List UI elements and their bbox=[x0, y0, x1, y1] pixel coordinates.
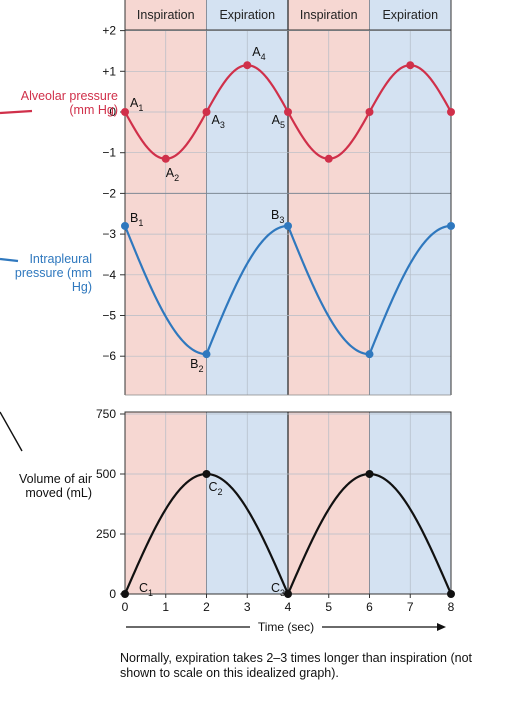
volume-y-tick-label: 500 bbox=[96, 467, 116, 481]
volume-point bbox=[284, 590, 292, 598]
alveolar-point bbox=[284, 108, 292, 116]
point-label-b1: B1 bbox=[130, 211, 143, 228]
volume-point bbox=[447, 590, 455, 598]
point-label-a5: A5 bbox=[272, 113, 285, 130]
volume-point bbox=[121, 590, 129, 598]
pressure-y-tick-label: −2 bbox=[102, 186, 116, 200]
phase-label: Expiration bbox=[219, 8, 275, 22]
volume-y-tick-label: 750 bbox=[96, 407, 116, 421]
x-tick-label: 2 bbox=[203, 600, 210, 614]
volume-label: Volume of air moved (mL) bbox=[19, 472, 92, 500]
alveolar-point bbox=[161, 154, 170, 163]
phase-label: Expiration bbox=[382, 8, 438, 22]
alveolar-point bbox=[447, 108, 455, 116]
pressure-y-tick-label: −4 bbox=[102, 268, 116, 282]
pressure-y-tick-label: +1 bbox=[102, 64, 116, 78]
x-tick-label: 0 bbox=[122, 600, 129, 614]
x-tick-label: 6 bbox=[366, 600, 373, 614]
x-tick-label: 7 bbox=[407, 600, 414, 614]
point-label-a1: A1 bbox=[130, 96, 143, 113]
intrapleural-point bbox=[365, 350, 374, 359]
caption: Normally, expiration takes 2–3 times lon… bbox=[120, 651, 473, 680]
phase-label: Inspiration bbox=[300, 8, 358, 22]
pressure-y-tick-label: −1 bbox=[102, 146, 116, 160]
pressure-y-tick-label: −6 bbox=[102, 349, 116, 363]
point-label-b3: B3 bbox=[271, 208, 284, 225]
point-label-b2: B2 bbox=[190, 357, 203, 374]
volume-point bbox=[365, 470, 374, 478]
alveolar-point bbox=[202, 108, 211, 116]
point-label-a2: A2 bbox=[166, 166, 179, 183]
volume-y-tick-label: 250 bbox=[96, 527, 116, 541]
x-axis-label: Time (sec) bbox=[258, 620, 314, 634]
volume-y-tick-label: 0 bbox=[109, 587, 116, 601]
x-tick-label: 5 bbox=[325, 600, 332, 614]
point-label-c3: C3 bbox=[271, 581, 285, 598]
intrapleural-point bbox=[202, 350, 211, 359]
point-label-a3: A3 bbox=[212, 113, 225, 130]
x-tick-label: 1 bbox=[162, 600, 169, 614]
pressure-y-tick-label: −3 bbox=[102, 227, 116, 241]
point-label-c2: C2 bbox=[209, 480, 223, 497]
alveolar-point bbox=[121, 108, 129, 116]
intrapleural-leader-line bbox=[0, 257, 19, 263]
alveolar-point bbox=[243, 61, 252, 70]
alveolar-leader-line bbox=[0, 109, 33, 115]
point-label-a4: A4 bbox=[252, 45, 265, 62]
phase-label: Inspiration bbox=[137, 8, 195, 22]
intrapleural-point bbox=[447, 221, 455, 230]
alveolar-point bbox=[406, 61, 415, 70]
alveolar-point bbox=[365, 108, 374, 116]
pressure-y-tick-label: 0 bbox=[109, 105, 116, 119]
x-tick-label: 3 bbox=[244, 600, 251, 614]
point-label-c1: C1 bbox=[139, 581, 153, 598]
pressure-y-tick-label: −5 bbox=[102, 309, 116, 323]
x-tick-label: 8 bbox=[448, 600, 455, 614]
alveolar-point bbox=[324, 154, 333, 163]
alveolar-pressure-label: Alveolar pressure (mm Hg) bbox=[20, 89, 118, 117]
volume-leader-line bbox=[0, 411, 23, 452]
time-arrowhead-icon bbox=[437, 623, 446, 631]
volume-point bbox=[202, 470, 211, 478]
intrapleural-point bbox=[284, 221, 292, 230]
intrapleural-point bbox=[121, 221, 129, 230]
intrapleural-pressure-label: Intrapleural pressure (mm Hg) bbox=[14, 252, 92, 294]
x-tick-label: 4 bbox=[285, 600, 292, 614]
pressure-y-tick-label: +2 bbox=[102, 24, 116, 38]
